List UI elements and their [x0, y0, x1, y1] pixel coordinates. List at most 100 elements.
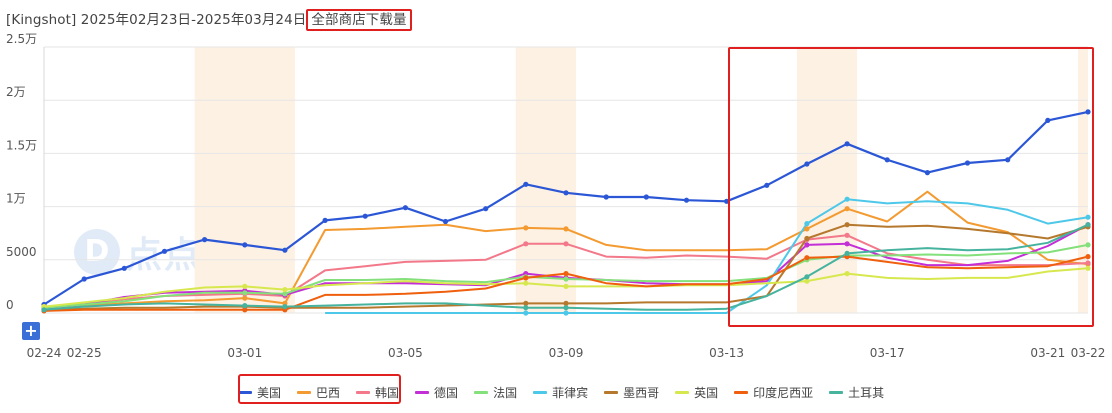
- zoom-in-button[interactable]: +: [22, 322, 40, 340]
- data-point-0-24: [1005, 157, 1011, 163]
- legend-swatch: [734, 390, 749, 394]
- title-highlight: 全部商店下载量: [306, 9, 412, 31]
- legend-item-9[interactable]: 土耳其: [829, 384, 884, 401]
- legend-swatch: [675, 390, 690, 394]
- legend-label: 英国: [694, 385, 719, 400]
- shaded-band-2: [796, 47, 858, 313]
- data-point-8-5: [242, 307, 248, 313]
- data-point-5-12: [523, 310, 529, 316]
- data-point-0-4: [202, 237, 208, 243]
- legend-swatch: [474, 390, 489, 394]
- data-point-4-6: [282, 291, 288, 297]
- data-point-0-7: [322, 217, 328, 223]
- y-tick-label: 0: [6, 298, 14, 312]
- data-point-7-19: [804, 278, 810, 284]
- data-point-0-16: [683, 197, 690, 203]
- data-point-9-20: [844, 250, 850, 256]
- data-point-6-20: [844, 222, 850, 228]
- data-point-9-13: [563, 305, 569, 311]
- data-point-7-26: [1085, 265, 1091, 271]
- x-tick-label: 03-17: [870, 346, 905, 360]
- data-point-2-26: [1085, 260, 1091, 266]
- legend-label: 美国: [257, 385, 282, 400]
- data-point-8-26: [1085, 254, 1091, 260]
- data-point-5-19: [804, 221, 810, 227]
- shaded-band-3: [1078, 47, 1088, 313]
- x-tick-label: 03-21: [1030, 346, 1065, 360]
- data-point-0-18: [764, 182, 770, 188]
- data-point-6-19: [804, 235, 810, 242]
- y-tick-label: 5000: [6, 245, 37, 259]
- data-point-9-26: [1085, 222, 1091, 228]
- legend-item-6[interactable]: 墨西哥: [604, 384, 659, 401]
- data-point-0-2: [121, 265, 127, 271]
- data-point-3-20: [844, 241, 850, 247]
- series-line-5: [325, 198, 1089, 314]
- data-point-0-14: [603, 194, 609, 200]
- y-tick-label: 1.5万: [6, 138, 37, 152]
- data-point-2-12: [523, 241, 529, 247]
- legend-label: 印度尼西亚: [753, 385, 814, 400]
- legend-item-1[interactable]: 巴西: [297, 384, 340, 401]
- x-tick-label: 03-05: [388, 346, 423, 360]
- data-point-4-5: [242, 290, 248, 296]
- x-tick-label: 03-13: [709, 346, 744, 360]
- data-point-5-26: [1085, 214, 1091, 220]
- data-point-0-25: [1045, 117, 1051, 123]
- data-point-4-26: [1085, 242, 1091, 248]
- data-point-9-6: [282, 304, 288, 310]
- data-point-1-19: [804, 226, 810, 232]
- data-point-1-13: [563, 226, 569, 232]
- data-point-1-12: [523, 225, 529, 231]
- data-point-0-10: [442, 218, 449, 225]
- legend-item-0[interactable]: 美国: [238, 384, 281, 401]
- x-tick-label: 03-01: [227, 346, 262, 360]
- y-tick-label: 1万: [6, 192, 26, 206]
- legend-label: 法国: [493, 385, 518, 400]
- legend-label: 巴西: [316, 385, 341, 400]
- data-point-9-5: [242, 303, 248, 309]
- data-point-0-22: [924, 170, 931, 176]
- watermark-logo-icon: D: [74, 229, 120, 275]
- data-point-2-20: [844, 232, 850, 238]
- legend-label: 德国: [434, 385, 459, 400]
- data-point-0-17: [724, 198, 730, 204]
- legend-swatch: [297, 390, 312, 394]
- y-tick-label: 2.5万: [6, 32, 37, 46]
- data-point-3-19: [804, 242, 810, 248]
- data-point-5-20: [844, 196, 850, 202]
- data-point-0-6: [282, 247, 288, 253]
- legend-label: 菲律宾: [552, 385, 589, 400]
- legend-label: 韩国: [375, 385, 400, 400]
- legend-item-8[interactable]: 印度尼西亚: [734, 384, 813, 401]
- data-point-0-12: [523, 181, 529, 187]
- legend-item-2[interactable]: 韩国: [356, 384, 399, 401]
- data-point-9-12: [523, 305, 529, 311]
- legend-item-5[interactable]: 菲律宾: [533, 384, 588, 401]
- data-point-7-5: [242, 283, 248, 289]
- legend: 美国 巴西 韩国 德国 法国 菲律宾 墨西哥 英国 印度尼西亚 土耳其: [238, 378, 900, 406]
- x-tick-label: 02-25: [67, 346, 102, 360]
- legend-swatch: [238, 390, 252, 394]
- data-point-0-13: [563, 190, 569, 196]
- data-point-4-13: [563, 276, 569, 282]
- data-point-1-5: [242, 295, 248, 301]
- legend-label: 土耳其: [848, 385, 885, 400]
- data-point-0-1: [81, 276, 87, 282]
- data-point-0-5: [242, 242, 248, 248]
- legend-item-7[interactable]: 英国: [675, 384, 718, 401]
- data-point-0-15: [643, 194, 649, 200]
- data-point-6-12: [523, 300, 529, 306]
- legend-swatch: [533, 390, 548, 394]
- highlight-box-recent-period: [728, 47, 1094, 327]
- y-tick-label: 2万: [6, 85, 26, 99]
- data-point-7-13: [563, 283, 569, 289]
- data-point-0-3: [161, 248, 168, 254]
- legend-item-3[interactable]: 德国: [415, 384, 458, 401]
- data-point-0-11: [483, 206, 489, 212]
- data-point-2-13: [563, 241, 569, 247]
- data-point-8-19: [804, 255, 810, 261]
- data-point-0-19: [804, 161, 810, 167]
- legend-item-4[interactable]: 法国: [474, 384, 517, 401]
